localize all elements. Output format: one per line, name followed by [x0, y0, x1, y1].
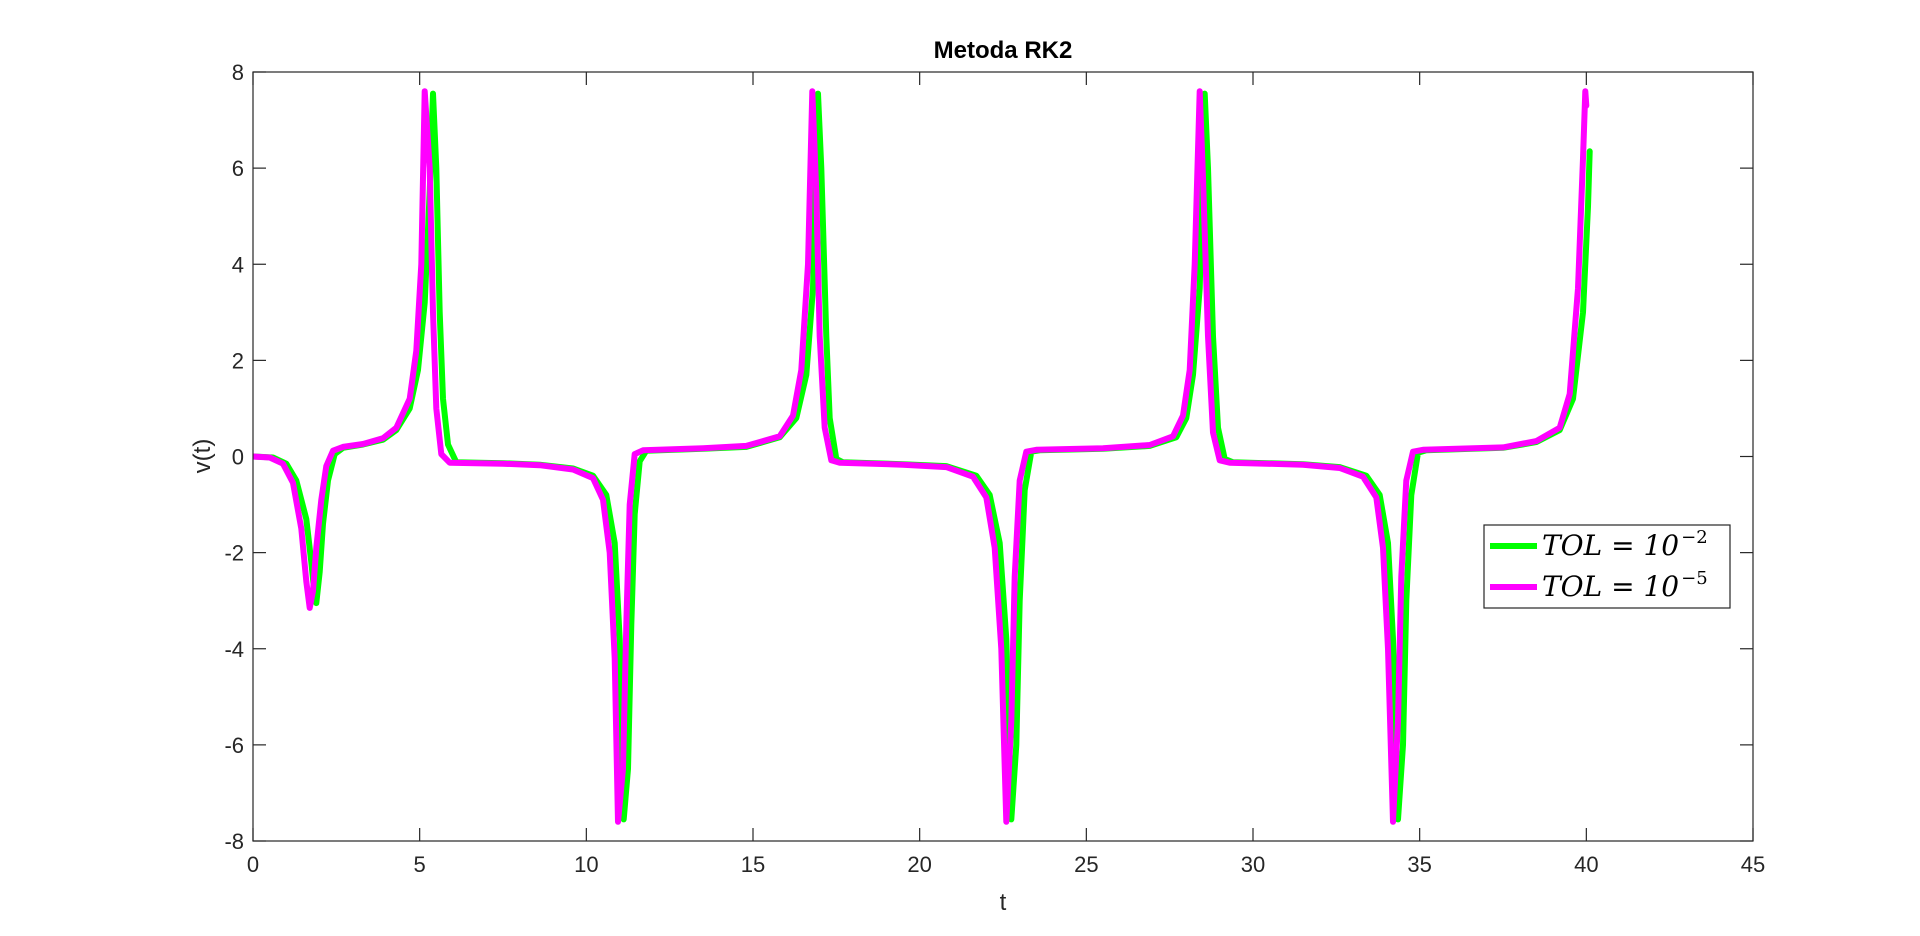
x-tick-label: 0: [247, 852, 259, 877]
x-tick-label: 35: [1407, 852, 1431, 877]
x-tick-label: 5: [414, 852, 426, 877]
series-line-tol-1e-5: [253, 88, 1590, 825]
y-tick-label: -8: [224, 829, 244, 854]
y-tick-label: 8: [232, 60, 244, 85]
series-layer: [253, 88, 1593, 825]
x-axis-ticks: 0 5 10 15 20 25 30 35 40 45: [247, 72, 1765, 877]
y-tick-label: 2: [232, 348, 244, 373]
y-axis-label: v(t): [189, 439, 216, 474]
legend-label-tol-1e-5: TOL = 10 −5: [1542, 568, 1708, 603]
x-tick-label: 40: [1574, 852, 1598, 877]
legend-box: [1483, 524, 1731, 609]
y-tick-label: -6: [224, 733, 244, 758]
x-tick-label: 30: [1241, 852, 1265, 877]
plot-frame: [252, 71, 1754, 842]
x-tick-label: 15: [741, 852, 765, 877]
legend-label-tol-1e-2: TOL = 10 −2: [1542, 527, 1708, 562]
x-tick-label: 25: [1074, 852, 1098, 877]
legend: TOL = 10 −2 TOL = 10 −5: [1483, 524, 1731, 609]
x-tick-label: 45: [1741, 852, 1765, 877]
x-tick-label: 20: [907, 852, 931, 877]
chart-title: Metoda RK2: [934, 37, 1073, 64]
x-tick-label: 10: [574, 852, 598, 877]
x-axis-label: t: [1000, 889, 1007, 916]
y-tick-label: -4: [224, 637, 244, 662]
y-tick-label: 0: [232, 445, 244, 470]
y-tick-label: 6: [232, 156, 244, 181]
y-tick-label: -2: [224, 541, 244, 566]
y-tick-label: 4: [232, 252, 244, 277]
